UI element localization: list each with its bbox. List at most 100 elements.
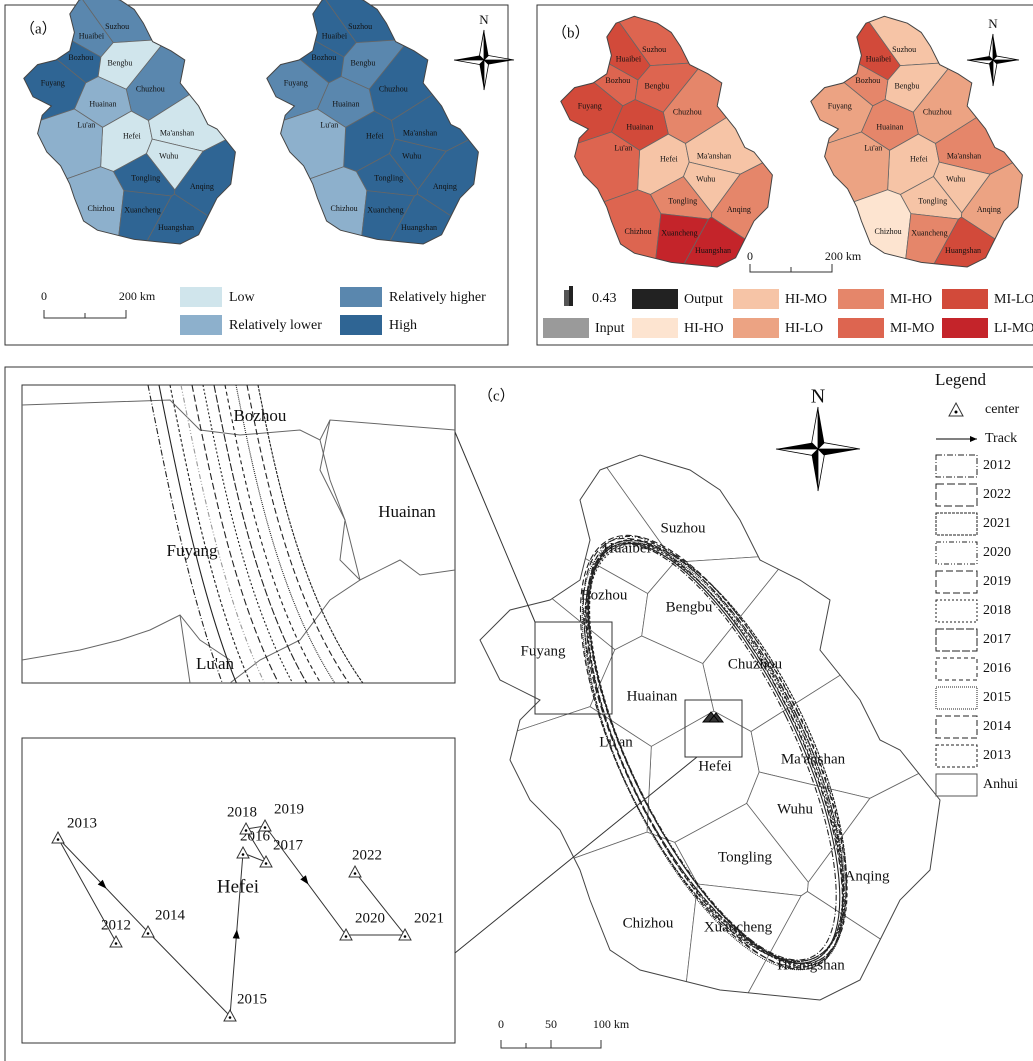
legend-title: Legend [935,370,986,389]
legend-swatch [733,289,779,309]
inset-top-frame [22,385,455,683]
city-label: Huainan [332,99,359,108]
scale-label: 200 km [825,249,862,263]
city-label: Ma'anshan [160,128,194,137]
city-label: Bozhou [855,76,880,85]
city-label: Bengbu [644,82,669,91]
city-label: Bozhou [68,53,93,62]
legend-swatch [936,716,977,738]
compass-half [484,30,489,60]
legend-label: Low [229,290,256,305]
legend-swatch [936,774,977,796]
city-label: Tongling [374,174,403,183]
compass-half [484,60,489,90]
city-label: Bengbu [894,82,919,91]
center-dot [57,838,60,841]
city-label: Bozhou [234,406,287,425]
city-label: Ma'anshan [947,151,981,160]
center-dot [264,826,267,829]
legend-swatch [733,318,779,338]
city-label: Fuyang [828,102,852,111]
legend-icon [569,286,573,306]
region [230,167,367,272]
city-label: Huaibei [322,31,348,40]
city-label: Tongling [918,197,947,206]
legend-label: 2012 [983,458,1011,473]
city-label: Bengbu [666,599,713,615]
city-label: Anqing [977,205,1001,214]
city-label: Fuyang [41,79,65,88]
map-regions [400,400,1000,1060]
legend-label: Output [684,292,723,307]
center-dot [115,942,118,945]
city-label: Chuzhou [673,108,702,117]
city-label: Bengbu [107,59,132,68]
city-label: Huaibei [616,54,642,63]
legend-label: MI-HO [890,292,932,307]
legend-swatch [936,658,977,680]
city-label: Fuyang [167,541,219,560]
city-label: Wuhu [159,151,178,160]
compass-half [484,60,514,65]
legend-label: 0.43 [592,291,617,306]
city-label: Chizhou [88,204,115,213]
city-label: Fuyang [284,79,308,88]
city-label: Chuzhou [379,85,408,94]
legend-swatch [936,571,977,593]
city-label: Xuancheng [367,206,403,215]
scale-label: 200 km [119,289,156,303]
legend-label: 2017 [983,632,1011,647]
city-label: Ma'anshan [697,151,731,160]
city-label: Suzhou [105,22,129,31]
city-label: Huainan [89,99,116,108]
north-label: N [479,12,489,27]
legend-label: HI-LO [785,321,823,336]
city-label: Chizhou [875,227,902,236]
city-label: Suzhou [642,45,666,54]
legend-label: Relatively lower [229,318,322,333]
legend-label: 2014 [983,719,1011,734]
city-label: Lu'an [320,121,338,130]
scale-label: 0 [747,249,753,263]
compass-half [993,60,997,86]
legend-label: Relatively higher [389,290,486,305]
city-label: Chizhou [623,915,674,931]
north-arrow [776,407,860,491]
center-dot [404,935,407,938]
legend-swatch [180,287,222,307]
city-label: Huangshan [695,246,731,255]
legend-label: 2021 [983,516,1011,531]
compass-half [818,443,860,449]
year-label: 2013 [67,815,97,831]
legend-label: 2019 [983,574,1011,589]
legend-center-icon [949,403,963,416]
region [524,190,661,295]
city-label: Fuyang [521,643,567,659]
center-dot [345,935,348,938]
center-dot [229,1016,232,1019]
legend-swatch [632,318,678,338]
legend-label: High [389,318,417,333]
city-label: Huainan [627,688,678,704]
city-label: Huainan [378,502,436,521]
legend-swatch [936,542,977,564]
legend-swatch [936,513,977,535]
north-arrow [967,34,1019,86]
compass-half [480,60,485,90]
city-label: Huainan [876,122,903,131]
legend-label: 2022 [983,487,1011,502]
city-label: Tongling [131,174,160,183]
page: （a） （b） （c） SuzhouHuaibeiBozhouFuyangBen… [0,0,1033,1061]
city-label: Suzhou [661,520,707,536]
city-label: Bozhou [311,53,336,62]
legend-track-arrow [970,436,977,442]
city-label: Xuancheng [704,919,773,935]
compass-half [993,56,1019,60]
year-label: 2022 [352,847,382,863]
north-arrow [454,30,514,90]
city-label: Bengbu [350,59,375,68]
city-label: Huainan [626,122,653,131]
city-label: Ma'anshan [403,128,437,137]
legend-swatch [936,687,977,709]
legend-swatch [936,455,977,477]
